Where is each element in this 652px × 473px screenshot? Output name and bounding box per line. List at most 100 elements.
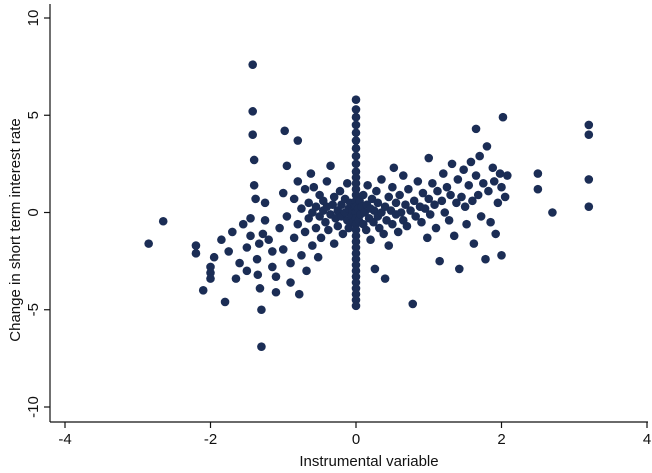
- data-point: [455, 264, 464, 274]
- data-point: [495, 169, 505, 178]
- data-point: [328, 200, 338, 210]
- data-point: [379, 229, 388, 239]
- data-point: [548, 208, 557, 217]
- y-tick-label: -10: [25, 396, 42, 418]
- data-point: [584, 175, 594, 184]
- data-point: [584, 130, 594, 139]
- data-point: [404, 184, 413, 194]
- data-point: [462, 219, 471, 229]
- data-point: [251, 194, 260, 204]
- data-point: [351, 120, 361, 130]
- x-tick-label: -4: [58, 431, 71, 448]
- data-point: [351, 128, 361, 138]
- data-point: [248, 60, 257, 69]
- data-point: [476, 212, 486, 221]
- x-axis-title: Instrumental variable: [299, 453, 438, 470]
- data-point: [384, 192, 394, 202]
- data-point: [351, 144, 361, 153]
- data-point: [289, 233, 299, 243]
- data-point: [413, 177, 423, 186]
- data-point: [300, 227, 310, 237]
- data-point: [302, 266, 311, 276]
- data-point: [366, 235, 375, 245]
- data-point: [500, 192, 510, 202]
- data-point: [406, 206, 415, 215]
- data-point: [220, 297, 230, 307]
- data-point: [460, 202, 470, 211]
- data-point: [158, 216, 168, 226]
- data-point: [294, 289, 304, 299]
- data-point: [255, 284, 265, 293]
- data-point: [316, 233, 326, 243]
- data-point: [228, 227, 237, 237]
- data-point: [253, 270, 263, 280]
- data-point: [424, 153, 434, 163]
- data-point: [584, 120, 594, 130]
- data-point: [275, 223, 284, 233]
- data-point: [324, 225, 333, 235]
- data-point: [431, 223, 441, 233]
- data-point: [439, 169, 448, 178]
- data-point: [473, 190, 483, 200]
- x-tick-label: 0: [352, 431, 360, 448]
- data-point: [430, 200, 439, 210]
- x-tick-label: 4: [643, 431, 651, 448]
- data-point: [321, 217, 330, 227]
- data-point: [335, 186, 345, 196]
- data-point: [268, 262, 277, 272]
- data-point: [309, 182, 319, 192]
- data-point: [425, 210, 435, 219]
- data-point: [471, 171, 481, 180]
- data-point: [248, 130, 257, 139]
- data-point: [469, 239, 479, 248]
- data-point: [231, 274, 241, 283]
- data-point: [370, 264, 380, 274]
- data-point: [271, 272, 281, 281]
- data-point: [489, 177, 499, 186]
- data-point: [408, 299, 418, 309]
- data-point: [401, 200, 410, 210]
- data-point: [293, 136, 303, 145]
- data-point: [411, 212, 420, 221]
- data-point: [377, 175, 386, 184]
- data-point: [361, 225, 371, 235]
- data-point: [372, 186, 381, 196]
- data-point: [311, 223, 321, 233]
- data-point: [278, 245, 288, 254]
- data-point: [380, 274, 390, 283]
- data-point: [351, 159, 361, 169]
- data-point: [398, 171, 408, 180]
- data-point: [498, 112, 508, 122]
- data-point: [217, 235, 226, 245]
- data-point: [282, 161, 292, 171]
- y-tick-label: 10: [25, 10, 42, 27]
- data-point: [351, 112, 361, 122]
- data-point: [351, 136, 361, 145]
- data-point: [446, 190, 455, 200]
- data-point: [457, 192, 466, 202]
- data-point: [342, 179, 352, 188]
- data-point: [497, 182, 506, 192]
- data-point: [209, 252, 219, 262]
- data-point: [238, 219, 248, 229]
- y-axis-title: Change in short term interest rate: [7, 118, 24, 341]
- data-point: [268, 247, 277, 256]
- data-point: [391, 198, 401, 208]
- data-point: [395, 190, 404, 200]
- data-point: [289, 194, 299, 204]
- data-point: [471, 124, 481, 134]
- data-point: [304, 198, 314, 208]
- data-point: [493, 198, 503, 208]
- data-point: [297, 250, 306, 260]
- data-point: [326, 161, 335, 171]
- data-point: [491, 229, 500, 239]
- data-point: [248, 107, 257, 116]
- data-point: [388, 182, 397, 192]
- data-point: [351, 105, 361, 114]
- data-point: [533, 184, 543, 194]
- data-point: [393, 227, 403, 237]
- data-point: [329, 192, 339, 202]
- data-point: [388, 219, 397, 229]
- data-point: [322, 177, 332, 186]
- data-point: [235, 258, 244, 268]
